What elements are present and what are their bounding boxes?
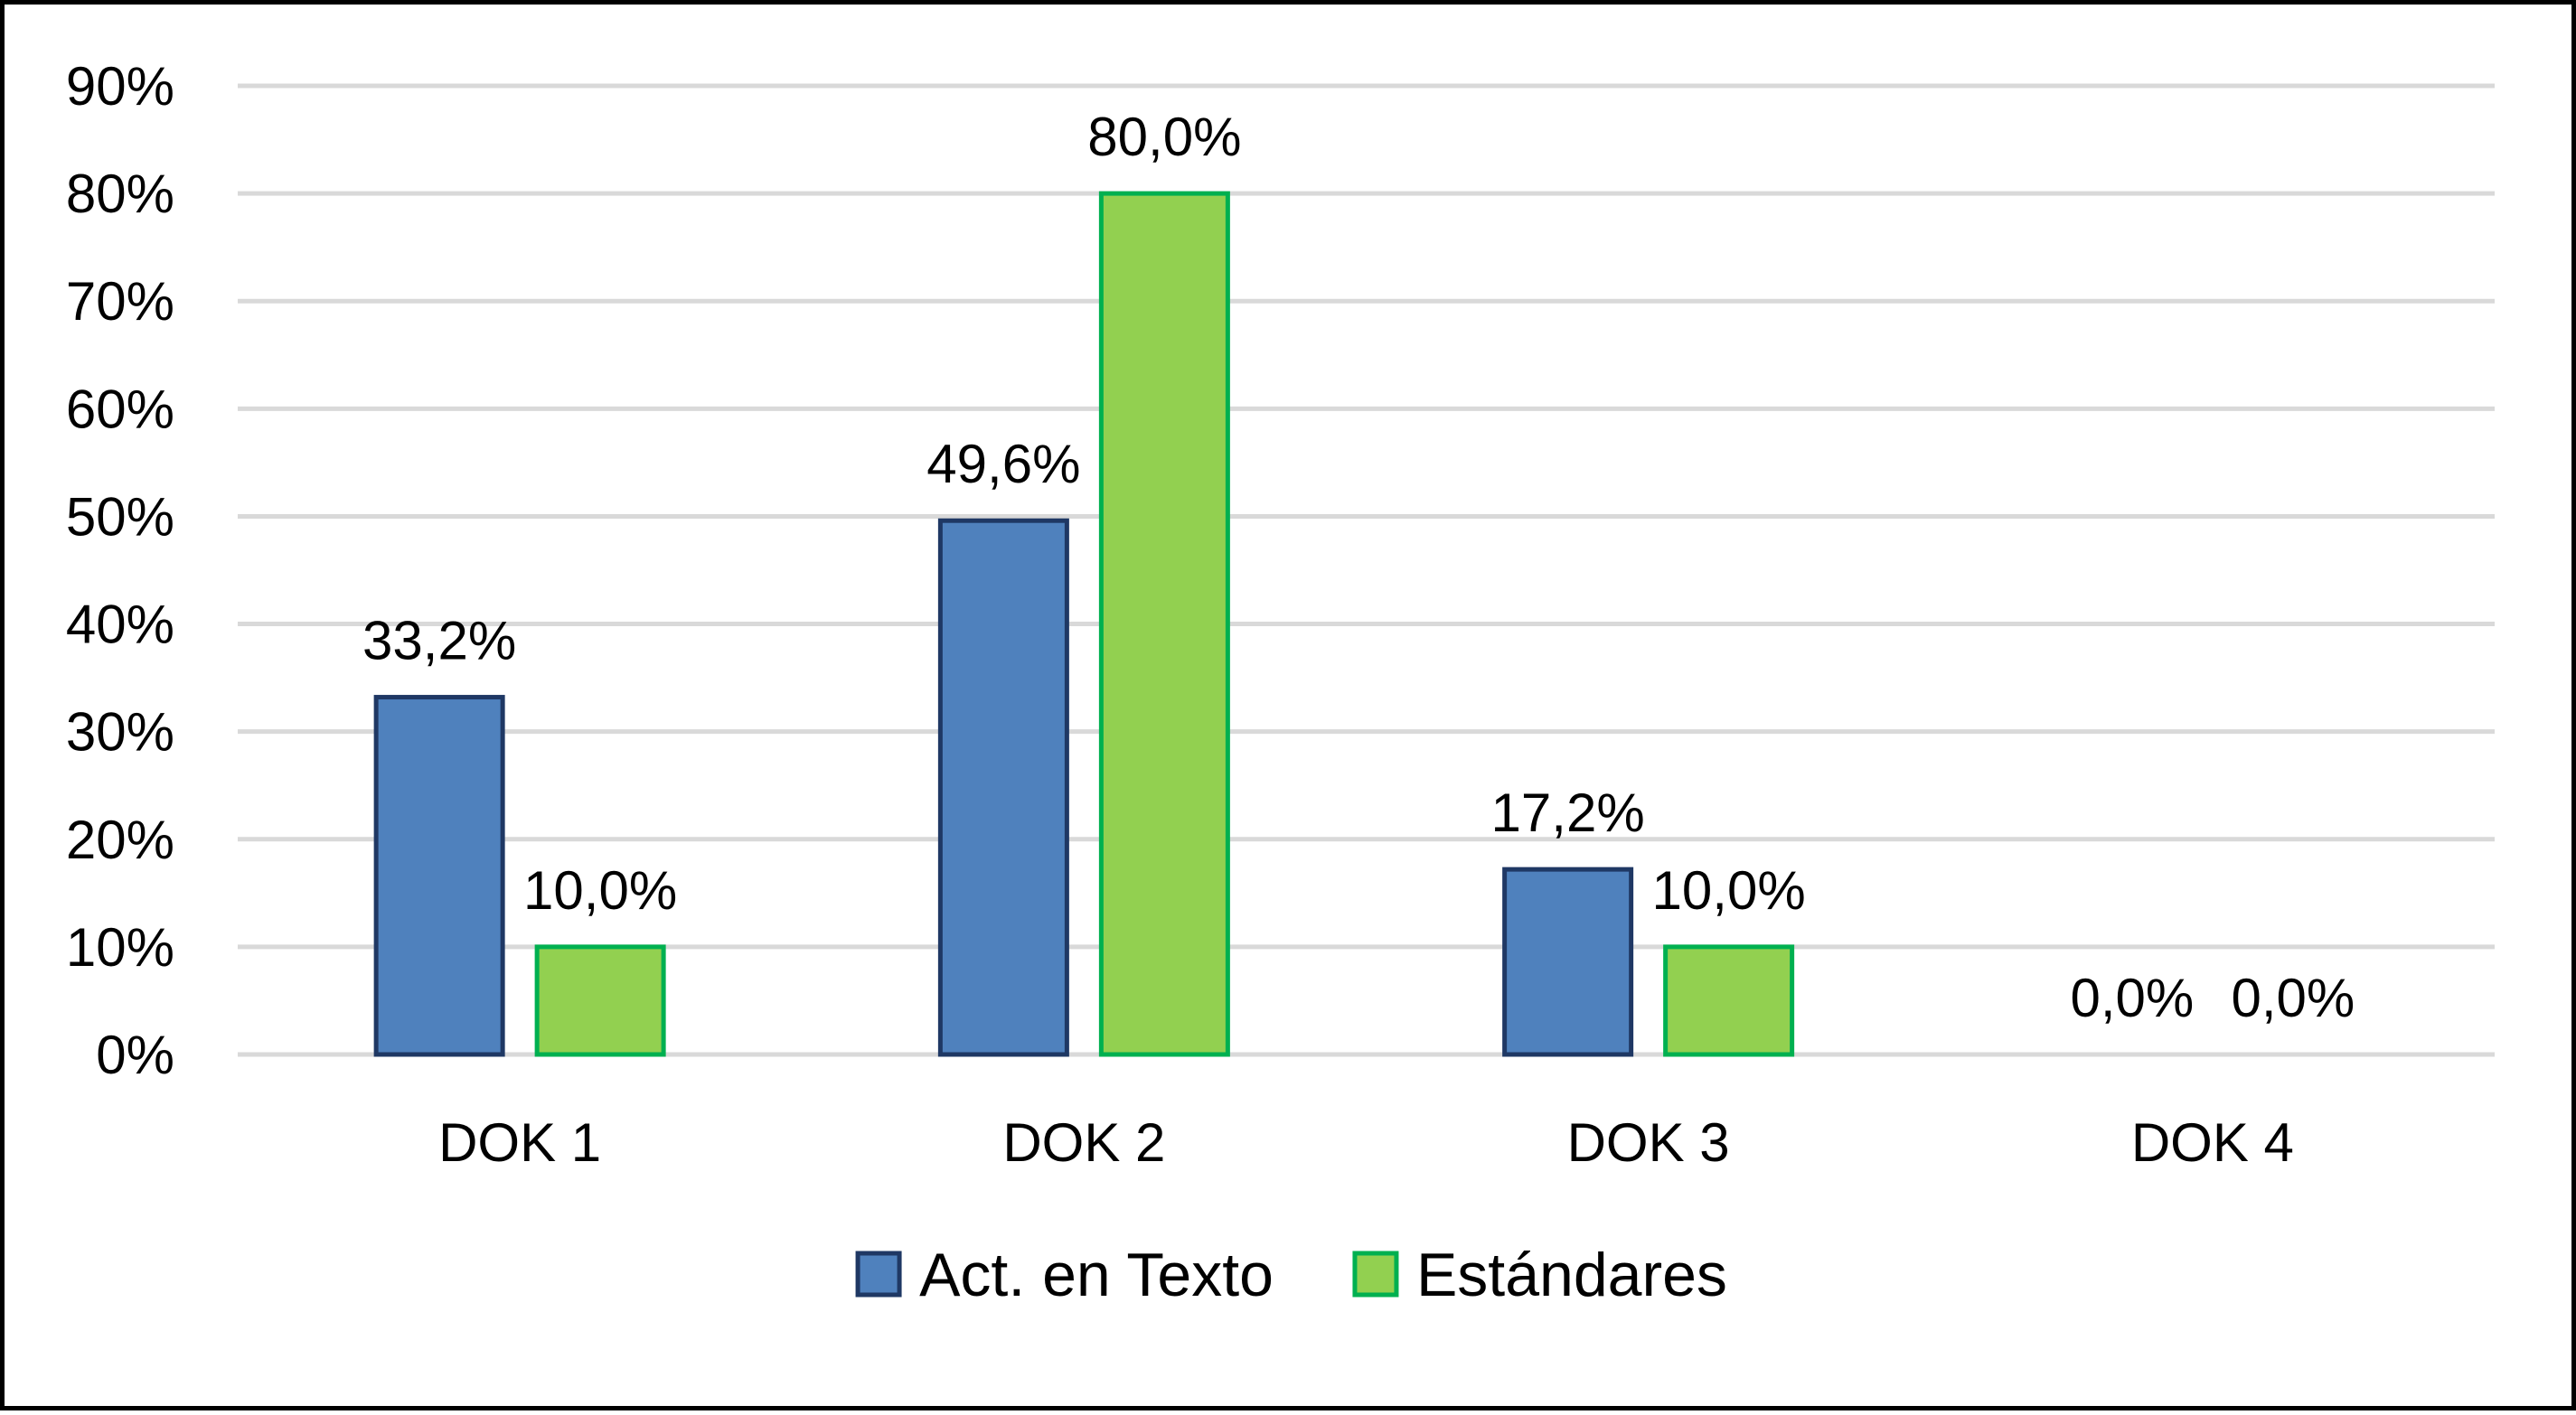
bar-chart: 0% 10% 20% 30% 40% 50% 60% 70% 80% 90% 33,2% 10,0%…: [66, 56, 2495, 1309]
legend-items: Act. en Texto Estándares: [855, 1241, 1727, 1309]
y-tick-label: 90%: [66, 56, 174, 117]
legend-swatch: [1352, 1251, 1399, 1298]
data-label: 80,0%: [1087, 107, 1241, 167]
legend-item: Act. en Texto: [855, 1241, 1274, 1309]
bar: [1502, 867, 1634, 1057]
bar: [1098, 191, 1230, 1057]
bar: [373, 695, 505, 1057]
category-label: DOK 3: [1567, 1112, 1730, 1173]
legend-swatch: [855, 1251, 902, 1298]
y-tick-label: 60%: [66, 379, 174, 439]
category-label: DOK 2: [1002, 1112, 1165, 1173]
data-labels: 33,2%10,0%49,6%80,0%17,2%10,0%0,0% 0,0%: [362, 107, 2355, 1028]
data-label: 49,6%: [926, 434, 1080, 494]
bar: [1663, 944, 1795, 1057]
legend-label: Estándares: [1416, 1241, 1727, 1309]
data-label: 10,0%: [1652, 860, 1806, 921]
y-axis-ticks: 0% 10% 20% 30% 40% 50% 60% 70% 80% 90%: [66, 56, 174, 1085]
category-label: DOK 1: [438, 1112, 601, 1173]
data-label: 0,0%: [2070, 968, 2194, 1028]
data-label: 10,0%: [523, 860, 677, 921]
legend-item: Estándares: [1352, 1241, 1727, 1309]
y-tick-label: 30%: [66, 702, 174, 763]
y-tick-label: 50%: [66, 486, 174, 547]
bars: [373, 191, 1795, 1057]
x-axis-categories: DOK 1 DOK 2 DOK 3 DOK 4: [438, 1112, 2294, 1173]
data-label: 0,0%: [2231, 968, 2355, 1028]
data-label: 17,2%: [1491, 782, 1645, 843]
legend: Act. en Texto Estándares: [855, 1241, 1727, 1309]
y-tick-label: 10%: [66, 917, 174, 978]
bar: [937, 518, 1069, 1057]
y-tick-label: 40%: [66, 595, 174, 655]
category-label: DOK 4: [2131, 1112, 2294, 1173]
y-tick-label: 0%: [96, 1025, 174, 1085]
legend-label: Act. en Texto: [919, 1241, 1274, 1309]
y-tick-label: 80%: [66, 164, 174, 224]
y-tick-label: 20%: [66, 810, 174, 870]
bar: [534, 944, 666, 1057]
y-tick-label: 70%: [66, 271, 174, 332]
data-label: 33,2%: [362, 611, 516, 671]
